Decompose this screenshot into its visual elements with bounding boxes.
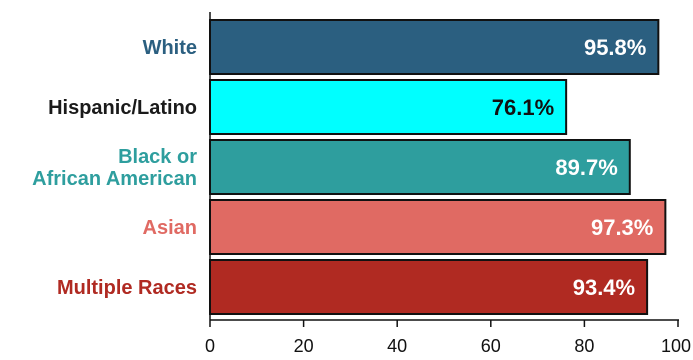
bar [209, 199, 667, 255]
category-label: Asian [143, 217, 197, 239]
x-tick-label: 80 [574, 336, 594, 356]
bars-group: 95.8% 76.1% 89.7% 97.3% 93.4% [209, 19, 667, 315]
category-label: Hispanic/Latino [48, 97, 197, 119]
category-label: White [143, 37, 197, 59]
category-label: African American [32, 168, 197, 190]
data-label: 97.3% [591, 215, 653, 240]
bar [209, 259, 649, 315]
bar [209, 139, 631, 195]
bar [209, 79, 568, 135]
x-tick-label: 0 [205, 336, 215, 356]
x-ticks: 0 20 40 60 80 100 [205, 320, 691, 356]
data-label: 89.7% [555, 155, 617, 180]
category-label: Multiple Races [57, 277, 197, 299]
x-tick-label: 100 [661, 336, 691, 356]
data-label: 93.4% [573, 275, 635, 300]
x-tick-label: 60 [481, 336, 501, 356]
x-tick-label: 40 [387, 336, 407, 356]
bar [209, 19, 660, 75]
data-label: 95.8% [584, 35, 646, 60]
axes-group [209, 12, 679, 321]
x-tick-label: 20 [294, 336, 314, 356]
data-label: 76.1% [492, 95, 554, 120]
category-label: Black or [118, 146, 197, 168]
